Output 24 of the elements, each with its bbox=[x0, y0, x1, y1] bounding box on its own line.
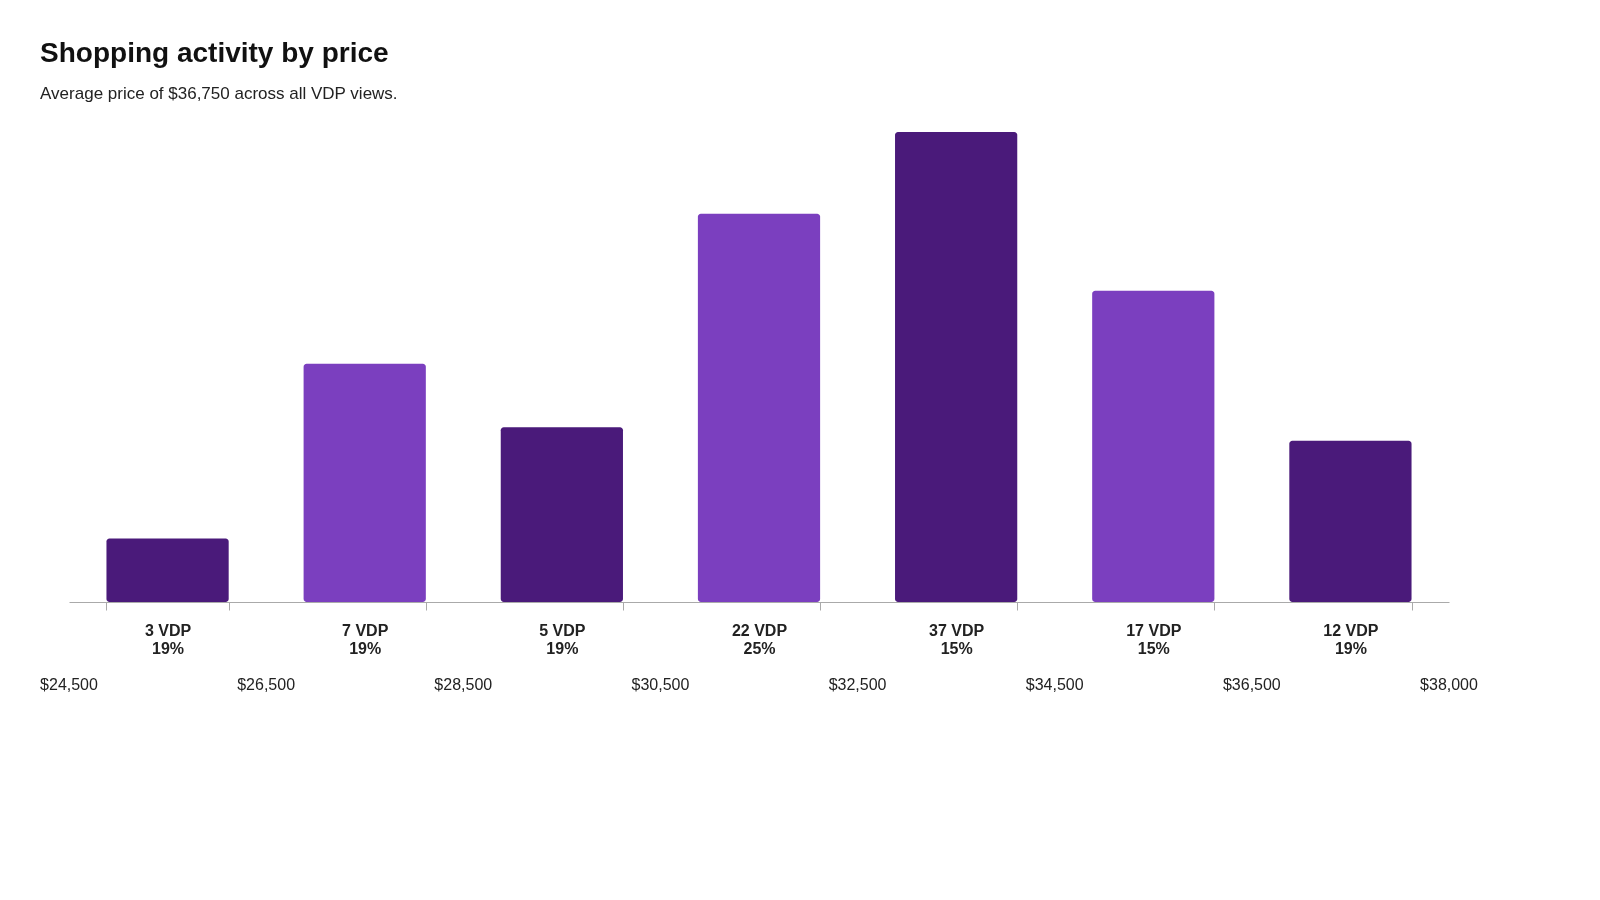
bar bbox=[303, 363, 426, 602]
bar bbox=[500, 427, 623, 602]
text: $34,500 bbox=[1025, 676, 1084, 693]
text: $26,500 bbox=[237, 676, 296, 693]
text: $28,500 bbox=[434, 676, 493, 693]
bar bbox=[1092, 290, 1215, 602]
bar bbox=[1289, 440, 1412, 602]
x-tick-label: 22 VDP 25% bbox=[731, 621, 788, 657]
bar bbox=[106, 538, 229, 602]
chart-title: Shopping activity by price bbox=[40, 37, 389, 68]
x-tick-label: 17 VDP 15% bbox=[1126, 621, 1182, 657]
text: $30,500 bbox=[631, 676, 690, 693]
text: $38,000 bbox=[1420, 676, 1479, 693]
bar bbox=[697, 213, 821, 602]
x-tick-label: 37 VDP 15% bbox=[929, 621, 985, 657]
x-tick-label: 12 VDP 19% bbox=[1323, 621, 1379, 657]
x-tick-label: 5 VDP 19% bbox=[539, 621, 586, 657]
text: $24,500 bbox=[40, 676, 99, 693]
x-tick-label: 3 VDP 19% bbox=[144, 621, 192, 657]
text: $36,500 bbox=[1222, 676, 1281, 693]
chart-subtitle: Average price of $36,750 across all VDP views. bbox=[40, 84, 398, 103]
bar bbox=[895, 132, 1018, 602]
text: $32,500 bbox=[828, 676, 887, 693]
x-tick-label: 7 VDP 19% bbox=[342, 621, 389, 657]
